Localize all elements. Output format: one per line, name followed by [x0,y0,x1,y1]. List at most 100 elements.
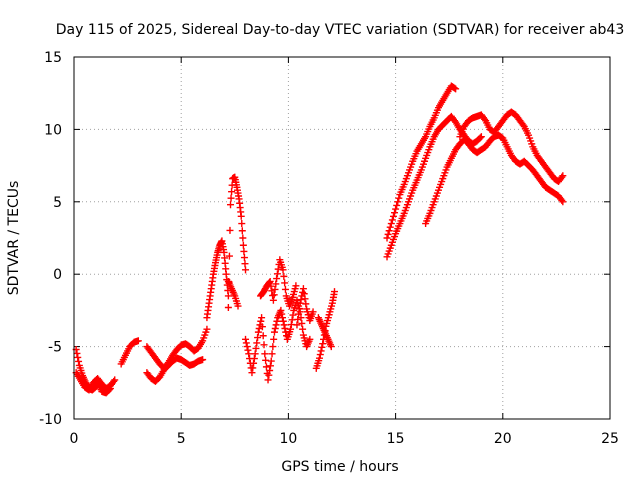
data-point [302,300,310,308]
data-point [316,351,324,359]
data-point [267,357,275,365]
series-arc-3 [117,337,142,368]
chart-title: Day 115 of 2025, Sidereal Day-to-day VTE… [56,22,625,38]
x-tick-label: 15 [387,431,405,447]
data-point [249,364,257,372]
data-point [262,356,270,364]
data-point [248,369,256,377]
data-point [254,334,262,342]
series-arc-5 [143,325,211,372]
data-point [265,371,273,379]
data-point [242,266,250,274]
data-point [245,350,253,358]
data-point [269,296,277,304]
y-tick-label: -5 [48,340,62,356]
data-point [242,335,250,343]
data-point [73,349,81,357]
data-point [301,295,309,303]
series-arc-4 [143,354,207,385]
data-point [262,363,270,371]
x-tick-label: 20 [494,431,512,447]
data-point [244,346,252,354]
x-tick-label: 10 [279,431,297,447]
data-point [74,353,82,361]
data-point [317,347,325,355]
data-point [253,339,261,347]
x-tick-label: 5 [177,431,186,447]
data-point [226,226,234,234]
y-tick-label: 10 [44,122,62,138]
data-point [306,335,314,343]
data-point [299,325,307,333]
data-point [279,266,287,274]
data-point [297,296,305,304]
data-point [238,220,246,228]
data-point [203,325,211,333]
data-point [134,337,142,345]
data-point [241,260,249,268]
y-tick-label: 15 [44,50,62,66]
data-point [295,310,303,318]
data-point [295,305,303,313]
data-point [268,287,276,295]
data-point [240,247,248,255]
y-tick-label: 5 [53,195,62,211]
data-point [265,279,273,287]
data-point [388,216,396,224]
data-point [287,325,295,333]
data-point [266,366,274,374]
series-arc-10 [257,256,300,310]
data-point [239,241,247,249]
data-point [225,252,233,260]
data-point [273,270,281,278]
data-point [267,282,275,290]
series-arc-9 [242,296,314,384]
data-point [477,133,485,141]
data-point [271,285,279,293]
data-point [299,285,307,293]
data-point [199,356,207,364]
data-point [239,234,247,242]
data-point [260,341,268,349]
series-arc-16 [422,131,567,228]
data-point [273,317,281,325]
data-point [383,234,391,242]
x-tick-label: 0 [70,431,79,447]
data-point [476,134,484,142]
data-point [385,227,393,235]
data-point [294,315,302,323]
x-tick-label: 25 [601,431,619,447]
data-point [279,317,287,325]
data-point [300,290,308,298]
data-point [254,328,262,336]
data-point [309,308,317,316]
data-point [387,220,395,228]
data-point [451,84,459,92]
data-point [296,299,304,307]
data-point [452,85,460,93]
data-point [327,343,335,351]
data-point [240,254,248,262]
x-axis-label: GPS time / hours [281,459,398,475]
data-point [242,339,250,347]
data-point [558,173,566,181]
data-point [277,306,285,314]
data-point [227,201,235,209]
series-arc-2 [72,369,119,394]
data-point [257,317,265,325]
data-point [319,340,327,348]
data-point [394,198,402,206]
data-point [281,325,289,332]
data-point [559,198,567,206]
data-point [252,344,260,352]
data-point [281,279,289,287]
data-point [238,227,246,235]
data-point [224,304,232,312]
data-point [278,310,286,318]
series-arc-17 [456,108,567,186]
data-point [392,205,400,213]
y-tick-label: -10 [39,412,62,428]
data-point [384,230,392,238]
